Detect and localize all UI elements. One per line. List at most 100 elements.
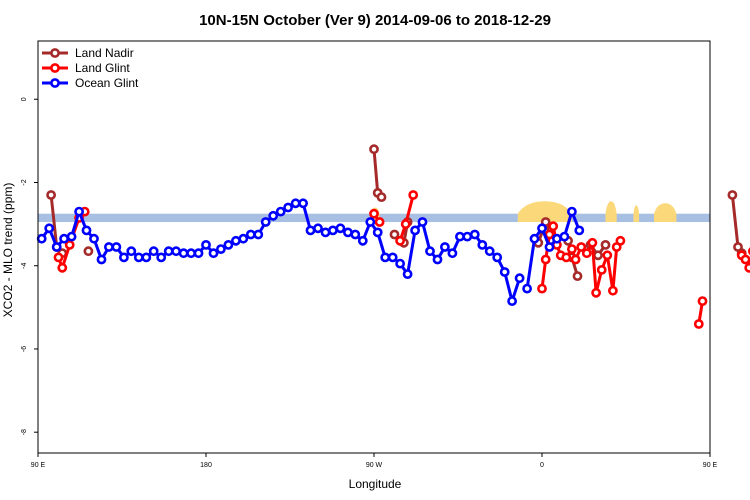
data-point: [111, 242, 122, 252]
data-point: [357, 235, 368, 246]
data-point: [365, 217, 376, 227]
x-tick-label: 90 E: [31, 462, 46, 469]
data-point: [600, 239, 611, 250]
data-point: [290, 198, 301, 209]
data-point: [372, 227, 383, 238]
y-tick-label: -4: [21, 263, 28, 269]
data-point: [369, 144, 379, 155]
data-point: [395, 258, 405, 269]
data-point: [552, 233, 562, 244]
data-point: [387, 252, 398, 263]
data-point: [171, 246, 181, 257]
data-point: [148, 246, 159, 257]
data-point: [283, 202, 293, 213]
data-point: [432, 254, 443, 265]
x-tick-label: 90 E: [703, 462, 718, 469]
data-point: [208, 248, 219, 259]
data-point: [561, 252, 572, 263]
y-tick-label: -2: [21, 179, 28, 185]
x-axis: 90 E 180 90 W 0 90 E: [31, 453, 718, 469]
data-point: [335, 223, 346, 234]
data-point: [275, 206, 286, 217]
data-point: [126, 246, 137, 257]
data-point: [59, 233, 69, 244]
data-point: [608, 285, 618, 296]
data-point: [596, 264, 607, 275]
data-point: [529, 233, 540, 244]
data-point: [201, 239, 211, 250]
y-tick-label: 0: [21, 97, 28, 101]
data-point: [540, 254, 551, 265]
data-point: [104, 242, 114, 252]
legend-label: Ocean Glint: [75, 76, 139, 90]
data-point: [447, 248, 458, 259]
data-point: [327, 225, 338, 236]
data-point: [374, 217, 385, 227]
data-point: [133, 252, 144, 263]
data-point: [51, 242, 62, 252]
data-point: [484, 246, 495, 257]
data-point: [74, 206, 84, 217]
y-axis: 0 -2 -4 -6 -8: [21, 97, 38, 435]
data-point: [44, 223, 55, 234]
data-point: [369, 208, 379, 219]
legend-marker: [50, 78, 60, 88]
legend-item: Land Nadir: [42, 46, 134, 60]
x-tick-label: 180: [200, 462, 212, 469]
data-point: [548, 221, 559, 232]
data-point: [522, 283, 532, 294]
data-point: [544, 242, 555, 252]
data-point: [215, 244, 226, 254]
data-point: [591, 287, 601, 298]
data-point: [417, 217, 428, 227]
data-point: [81, 225, 92, 236]
data-point: [66, 231, 77, 242]
data-point: [400, 219, 411, 229]
data-point: [36, 233, 47, 244]
data-point: [395, 235, 405, 246]
data-point: [693, 319, 704, 329]
data-point: [581, 248, 592, 259]
data-point: [53, 252, 64, 263]
data-point: [574, 225, 585, 236]
data-point: [298, 198, 308, 209]
data-point: [46, 190, 56, 200]
data-point: [408, 190, 419, 200]
data-point: [410, 225, 420, 236]
data-point: [439, 242, 450, 252]
data-point: [119, 252, 129, 263]
data-point: [253, 229, 264, 240]
band-land-segment: [517, 201, 572, 223]
legend-marker: [50, 48, 60, 58]
data-point: [57, 262, 68, 273]
data-point: [223, 239, 234, 250]
data-point: [537, 283, 547, 294]
data-point: [570, 254, 581, 265]
x-tick-label: 90 W: [366, 462, 383, 469]
data-point: [141, 252, 152, 263]
chart-title: 10N-15N October (Ver 9) 2014-09-06 to 20…: [199, 12, 551, 29]
data-point: [559, 231, 570, 242]
data-point: [402, 269, 413, 279]
data-point: [389, 229, 400, 240]
data-point: [238, 233, 249, 244]
data-point: [697, 296, 708, 306]
series-land-glint: [53, 190, 750, 329]
data-point: [313, 223, 323, 234]
data-point: [593, 250, 603, 261]
data-point: [492, 252, 503, 263]
data-point: [178, 248, 189, 259]
series-ocean-glint: [36, 198, 585, 306]
data-point: [572, 271, 583, 281]
data-point: [507, 296, 517, 306]
x-axis-label: Longitude: [349, 477, 402, 491]
data-point: [744, 262, 750, 273]
data-point: [740, 254, 750, 265]
legend-item: Land Glint: [42, 61, 130, 75]
data-point: [350, 229, 361, 240]
series-layer: [36, 144, 750, 329]
data-point: [96, 254, 107, 265]
data-point: [320, 227, 331, 238]
